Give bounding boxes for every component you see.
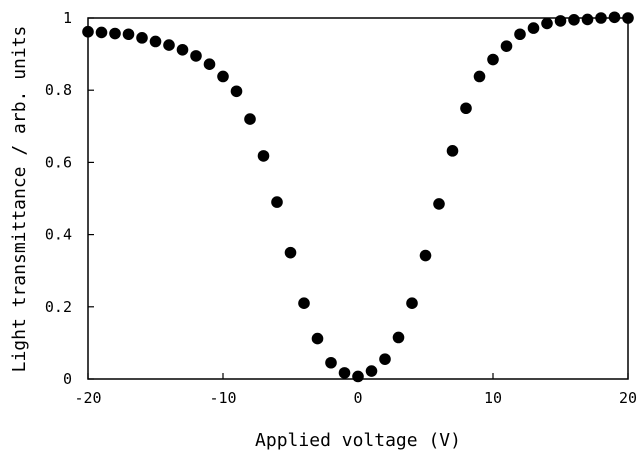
data-point [419, 249, 432, 262]
data-point [595, 12, 607, 24]
y-tick-label: 1 [63, 9, 72, 27]
axis-tick-labels: -20 -10 0 10 20 0 0.2 0.4 0.6 0.8 1 [45, 9, 637, 407]
data-point [257, 150, 270, 162]
data-point [230, 85, 243, 98]
data-point [217, 70, 229, 83]
data-point [311, 332, 324, 345]
data-point [338, 367, 351, 379]
data-point [298, 297, 310, 309]
data-point [122, 28, 135, 41]
data-point [325, 356, 337, 369]
data-point [203, 58, 216, 71]
data-point [190, 50, 202, 62]
x-tick-label: 20 [619, 389, 637, 407]
data-point [622, 12, 634, 24]
data-point [95, 26, 108, 39]
x-axis-title: Applied voltage (V) [255, 430, 461, 451]
data-point [473, 70, 486, 83]
data-point [365, 365, 378, 377]
y-tick-label: 0.4 [45, 226, 72, 244]
data-point [608, 11, 621, 24]
data-point [244, 113, 256, 125]
data-point [149, 35, 162, 48]
data-point [514, 28, 526, 41]
y-tick-label: 0.8 [45, 81, 72, 99]
data-point [163, 39, 175, 51]
y-axis-title: Light transmittance / arb. units [9, 26, 30, 373]
data-point [568, 14, 580, 26]
data-point [446, 145, 459, 157]
axis-ticks [87, 17, 629, 380]
data-point [109, 27, 121, 40]
data-point [527, 22, 540, 34]
data-point [82, 25, 94, 38]
data-point [271, 196, 283, 208]
data-points [82, 11, 634, 383]
data-point [554, 15, 567, 27]
x-tick-label: 10 [484, 389, 502, 407]
data-point [487, 53, 499, 66]
data-point [541, 17, 553, 30]
data-point [406, 297, 418, 309]
data-point [500, 40, 513, 52]
plot-frame [87, 17, 629, 380]
data-point [581, 13, 594, 26]
x-tick-label: -10 [209, 389, 236, 407]
data-point [176, 43, 189, 56]
data-point [379, 353, 391, 365]
data-point [460, 102, 472, 115]
y-tick-label: 0.2 [45, 298, 72, 316]
y-tick-label: 0.6 [45, 153, 72, 171]
data-point [433, 198, 445, 210]
x-tick-label: 0 [353, 389, 362, 407]
x-tick-label: -20 [74, 389, 101, 407]
data-point [136, 32, 148, 44]
data-point [352, 370, 364, 383]
y-tick-label: 0 [63, 370, 72, 388]
data-point [284, 246, 297, 259]
data-point [392, 331, 405, 344]
